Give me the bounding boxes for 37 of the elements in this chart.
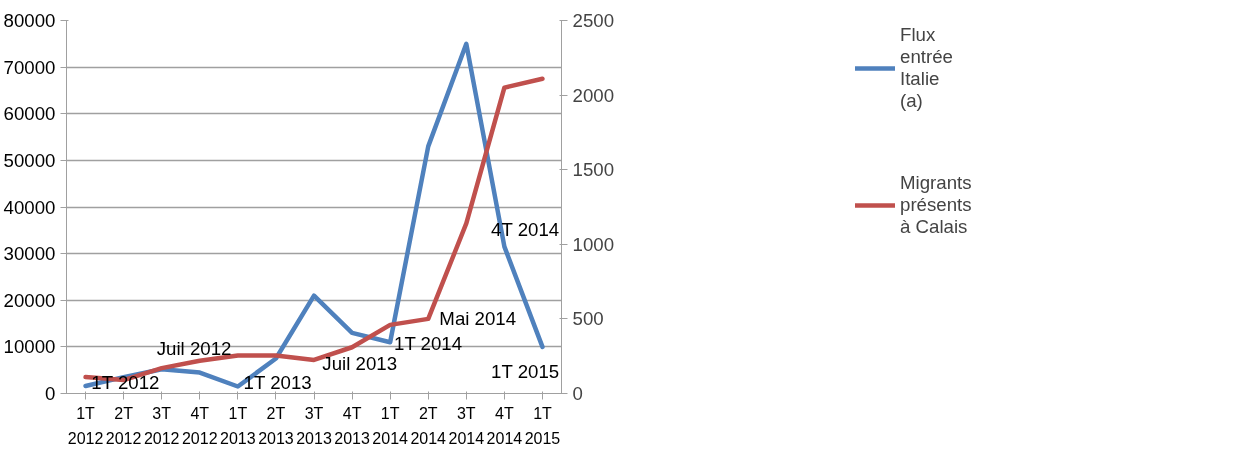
x-tick-label: 4T 2012 [181, 404, 218, 447]
x-tick-label: 3T 2012 [143, 404, 180, 447]
x-tick-label: 4T 2014 [486, 404, 523, 447]
y-tick-label: 40000 [3, 196, 56, 218]
x-tick-label: 2T 2013 [258, 404, 294, 447]
y-tick-label: 80000 [3, 10, 56, 31]
x-tick-label: 1T 2015 [524, 404, 561, 447]
annotation: Juil 2013 [322, 353, 398, 375]
annotation: 1T 2012 [91, 371, 160, 393]
y2-tick-label: 0 [572, 383, 583, 404]
annotation: Mai 2014 [439, 308, 517, 330]
y-tick-label: 20000 [3, 289, 56, 311]
y-tick-label: 70000 [3, 56, 56, 78]
x-tick-label: 2T 2014 [410, 404, 447, 447]
x-tick-label: 1T 2014 [372, 404, 409, 447]
x-tick-label: 1T 2012 [67, 404, 104, 447]
y-tick-label: 60000 [3, 103, 56, 125]
y2-tick-label: 2500 [572, 10, 615, 31]
annotation: 1T 2014 [394, 332, 463, 354]
annotation: 1T 2015 [491, 360, 560, 382]
x-tick-label: 3T 2014 [448, 404, 485, 447]
annotation: 1T 2013 [243, 371, 312, 393]
x-tick-label: 4T 2013 [334, 404, 370, 447]
y2-tick-label: 2000 [572, 84, 615, 106]
y-tick-label: 10000 [3, 336, 56, 358]
x-tick-label: 2T 2012 [105, 404, 142, 447]
y-tick-label: 50000 [3, 149, 56, 171]
y-tick-label: 0 [45, 383, 56, 404]
y2-tick-label: 1500 [572, 159, 615, 181]
annotation: Juil 2012 [156, 338, 232, 360]
y-tick-label: 30000 [3, 243, 56, 265]
y2-tick-label: 500 [572, 308, 604, 330]
legend-label: Flux entrée Italie (a) [900, 24, 954, 112]
x-tick-label: 3T 2013 [296, 404, 332, 447]
x-tick-label: 1T 2013 [220, 404, 256, 447]
legend-label: Migrants présents à Calais [900, 172, 973, 238]
y2-tick-label: 1000 [572, 233, 615, 255]
